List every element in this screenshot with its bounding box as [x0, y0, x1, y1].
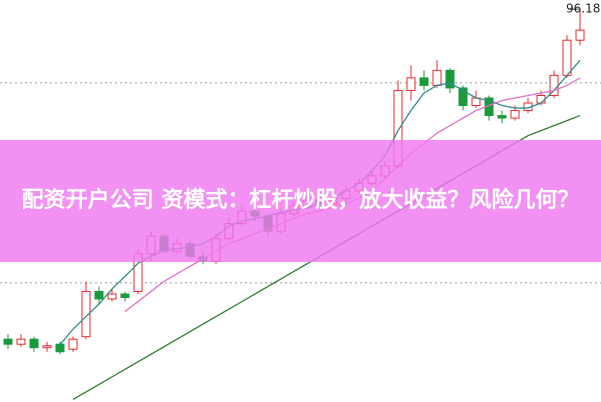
- candle-body: [29, 338, 39, 349]
- candle-body: [562, 39, 572, 76]
- headline: 配资开户公司 资模式：杠杆炒股，放大收益？风险几何？: [21, 188, 580, 213]
- candle-body: [68, 338, 78, 350]
- candle-body: [445, 69, 455, 89]
- candle-body: [575, 29, 585, 41]
- candle-body: [81, 290, 91, 338]
- candle-body: [419, 77, 429, 86]
- candle-body: [120, 293, 130, 298]
- candle-body: [55, 343, 65, 353]
- candle-body: [94, 290, 104, 300]
- candle-body: [406, 77, 416, 91]
- candle-body: [497, 115, 507, 119]
- candle-body: [536, 94, 546, 104]
- banner: 配资开户公司 资模式：杠杆炒股，放大收益？风险几何？: [0, 140, 601, 262]
- candle-body: [16, 338, 26, 345]
- candle-body: [42, 345, 52, 349]
- candle-body: [3, 338, 13, 345]
- candle-body: [107, 293, 117, 300]
- candle-body: [432, 69, 442, 86]
- candle-body: [510, 110, 520, 119]
- candle-body: [458, 87, 468, 107]
- high-label: 96.18: [566, 2, 600, 16]
